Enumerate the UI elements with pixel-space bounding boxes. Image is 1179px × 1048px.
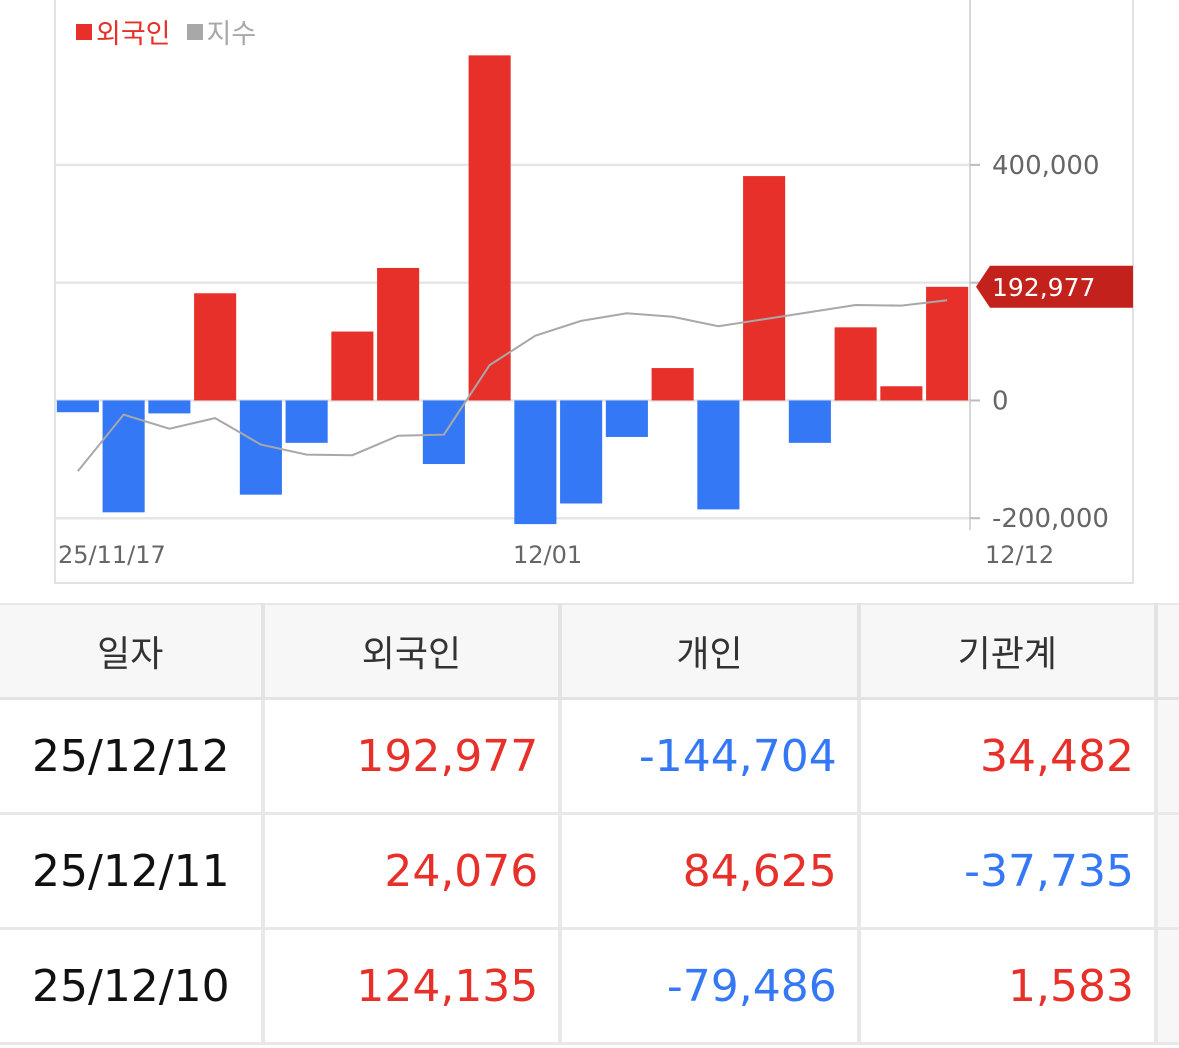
foreign-bar <box>422 400 465 465</box>
header-institution: 기관계 <box>858 603 1158 700</box>
foreign-bar <box>605 400 648 437</box>
cell-foreign: 124,135 <box>262 928 563 1045</box>
y-tick-label: 400,000 <box>992 151 1100 181</box>
legend-label-index: 지수 <box>206 19 257 50</box>
cell-institution: 1,583 <box>858 928 1158 1045</box>
chart-canvas: 400,000 0 -200,000 25/11/17 12/01 12/12 192,97… <box>54 0 1134 584</box>
foreign-bar <box>102 400 145 513</box>
foreign-bar <box>331 331 374 401</box>
index-line <box>77 299 948 472</box>
x-tick-label: 12/12 <box>985 541 1054 569</box>
foreign-bar <box>651 368 694 401</box>
foreign-bar <box>834 327 877 401</box>
last-value-label: 192,977 <box>992 273 1095 302</box>
foreign-bar <box>377 267 420 401</box>
legend-item-index: 지수 <box>186 12 257 51</box>
table-header-row: 일자 외국인 개인 기관계 <box>0 603 1179 700</box>
cell-institution: -37,735 <box>858 813 1158 930</box>
foreign-bar <box>697 400 740 510</box>
legend-item-foreign: 외국인 <box>76 12 171 51</box>
cell-institution: 34,482 <box>858 698 1158 815</box>
header-date: 일자 <box>0 603 265 700</box>
header-overflow-stub <box>1154 603 1179 700</box>
chart-legend: 외국인 지수 <box>76 12 256 51</box>
foreign-bar <box>56 400 99 413</box>
legend-swatch-index <box>186 23 203 40</box>
cell-individual: 84,625 <box>560 813 861 930</box>
investor-chart: 400,000 0 -200,000 25/11/17 12/01 12/12 192,97… <box>54 0 1134 584</box>
header-foreign: 외국인 <box>262 603 563 700</box>
y-tick-label: -200,000 <box>992 504 1109 534</box>
foreign-bar <box>926 286 969 401</box>
cell-individual: -79,486 <box>560 928 861 1045</box>
table-row[interactable]: 25/12/12 192,977 -144,704 34,482 <box>0 698 1179 815</box>
x-tick-label: 12/01 <box>513 541 582 569</box>
investor-flow-table: 일자 외국인 개인 기관계 25/12/12 192,977 -144,704 … <box>0 603 1179 1045</box>
cell-date: 25/12/10 <box>0 928 265 1045</box>
header-individual: 개인 <box>560 603 861 700</box>
foreign-bar <box>880 386 923 401</box>
row-overflow-stub <box>1154 813 1179 930</box>
foreign-bar <box>560 400 603 504</box>
legend-label-foreign: 외국인 <box>96 19 171 50</box>
cell-date: 25/12/11 <box>0 813 265 930</box>
last-value-badge <box>976 265 1133 308</box>
cell-foreign: 24,076 <box>262 813 563 930</box>
foreign-bar <box>788 400 831 443</box>
foreign-bar <box>148 400 191 414</box>
cell-individual: -144,704 <box>560 698 861 815</box>
cell-foreign: 192,977 <box>262 698 563 815</box>
foreign-bar <box>514 400 557 525</box>
y-tick-label: 0 <box>992 386 1009 416</box>
foreign-bar <box>468 55 511 401</box>
cell-date: 25/12/12 <box>0 698 265 815</box>
foreign-bar <box>285 400 328 443</box>
legend-swatch-foreign <box>76 23 92 40</box>
row-overflow-stub <box>1154 698 1179 815</box>
table-row[interactable]: 25/12/10 124,135 -79,486 1,583 <box>0 928 1179 1045</box>
foreign-bar <box>194 293 237 401</box>
foreign-bar <box>743 176 786 401</box>
row-overflow-stub <box>1154 928 1179 1045</box>
x-tick-label: 25/11/17 <box>58 541 166 569</box>
table-row[interactable]: 25/12/11 24,076 84,625 -37,735 <box>0 813 1179 930</box>
